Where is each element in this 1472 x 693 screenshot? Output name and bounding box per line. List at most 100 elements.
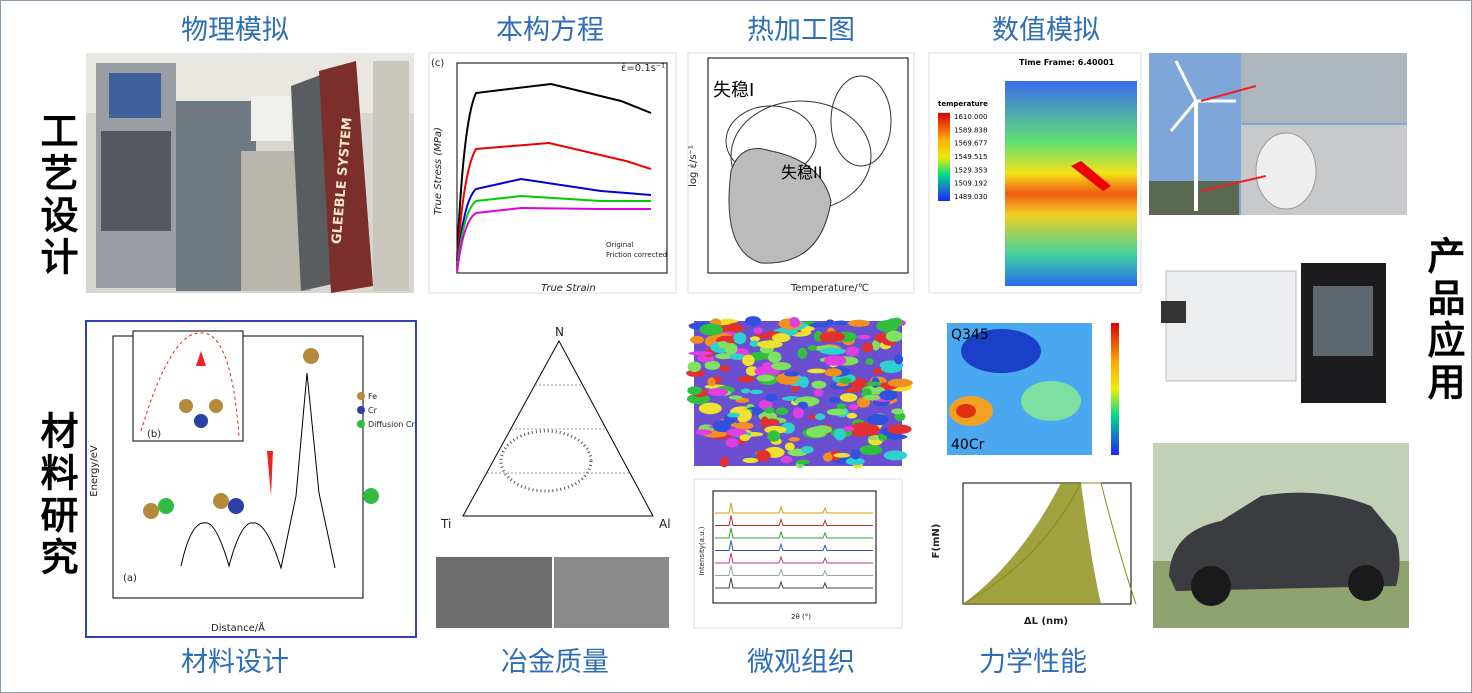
xrd-trace [715, 515, 873, 526]
legend-entry: Cr [368, 406, 378, 415]
grain [765, 393, 778, 402]
panel-tag: (b) [147, 429, 161, 440]
grain [698, 402, 722, 415]
grain [834, 320, 848, 326]
section-label: 力学性能 [979, 647, 1087, 678]
grain [894, 354, 904, 365]
grain [734, 422, 754, 430]
grain [781, 319, 791, 327]
xrd-trace [715, 527, 873, 539]
grain [885, 330, 903, 342]
grain [813, 388, 824, 397]
grain [812, 425, 833, 434]
xrd-trace [715, 577, 873, 589]
xrd-trace [715, 565, 873, 576]
grain [828, 396, 841, 403]
grain [834, 428, 846, 441]
grain [836, 403, 846, 410]
grain [807, 345, 817, 351]
legend-entry: Diffusion Cr [368, 420, 415, 429]
grain [771, 362, 792, 371]
grain [763, 418, 780, 426]
grain [788, 317, 800, 328]
legend-entry: Original [606, 241, 633, 249]
x-axis-label: ΔL (nm) [1024, 616, 1068, 627]
grain [844, 387, 862, 393]
grain [823, 452, 833, 462]
grain [749, 336, 760, 342]
grain [737, 375, 755, 383]
grain [866, 381, 882, 386]
grain [825, 319, 835, 325]
grain [733, 332, 747, 345]
grain [699, 323, 724, 336]
car-photo [1153, 443, 1409, 628]
grain [857, 334, 871, 340]
grain [687, 386, 702, 395]
legend-value: 1589.838 [954, 126, 987, 134]
grain [839, 377, 852, 384]
grain [856, 397, 871, 408]
sem-photo [436, 557, 669, 628]
grain [728, 395, 743, 400]
grain [842, 426, 855, 432]
grain [775, 407, 789, 416]
grain [704, 360, 721, 370]
grain [891, 408, 904, 415]
legend-title: temperature [938, 100, 988, 108]
grain [727, 412, 740, 418]
legend-value: 1529.353 [954, 166, 987, 174]
grain [797, 347, 808, 359]
vertex-label: Ti [440, 517, 451, 531]
section-label: 本构方程 [496, 15, 604, 46]
x-axis-label: Temperature/℃ [790, 283, 869, 294]
grain [720, 326, 744, 332]
grain [740, 388, 751, 394]
grain [708, 387, 728, 397]
grain [739, 409, 752, 422]
sample-label: 40Cr [951, 437, 985, 453]
side-label: 材料研究 [34, 411, 78, 579]
grain [725, 437, 739, 448]
grain [742, 457, 759, 463]
rate-label: ε̇=0.1s⁻¹ [621, 62, 665, 74]
grain [726, 428, 747, 437]
gleeble-photo: GLEEBLE SYSTEM [86, 53, 414, 293]
grain [815, 413, 826, 421]
grain [811, 380, 827, 389]
xrd-trace [715, 502, 873, 514]
xrd-trace [715, 552, 873, 564]
grain [845, 346, 860, 357]
x-axis-label: True Strain [541, 283, 596, 294]
grain [859, 444, 883, 455]
grain [755, 450, 771, 462]
section-label: 物理模拟 [181, 15, 289, 46]
grain [887, 317, 903, 327]
grain [764, 406, 775, 414]
processing-map: 失稳I 失稳II Temperature/℃ log ε̇/s⁻¹ [687, 52, 915, 294]
y-axis-label: True Stress (MPa) [433, 127, 444, 215]
grain [745, 366, 759, 376]
grain [780, 455, 793, 464]
grain [690, 335, 704, 344]
legend-value: 1549.515 [954, 153, 987, 161]
indentation-chart: F(mN) ΔL (nm) [923, 479, 1141, 628]
grain [801, 445, 814, 454]
legend-entry: Fe [368, 392, 377, 401]
grain [855, 423, 864, 433]
vertex-label: N [555, 325, 564, 339]
grain [707, 377, 716, 387]
grain [887, 424, 912, 434]
x-axis-label: 2θ (°) [791, 613, 811, 621]
legend-value: 1489.030 [954, 193, 987, 201]
machine-tool-photo [1149, 243, 1407, 409]
grain [784, 442, 795, 451]
section-label: 材料设计 [181, 647, 289, 678]
grain [848, 403, 859, 411]
legend-value: 1509.192 [954, 180, 987, 188]
wind-turbine-photo [1149, 53, 1407, 215]
grain [839, 393, 858, 402]
grain [797, 401, 808, 409]
y-axis-label: log ε̇/s⁻¹ [687, 145, 699, 187]
